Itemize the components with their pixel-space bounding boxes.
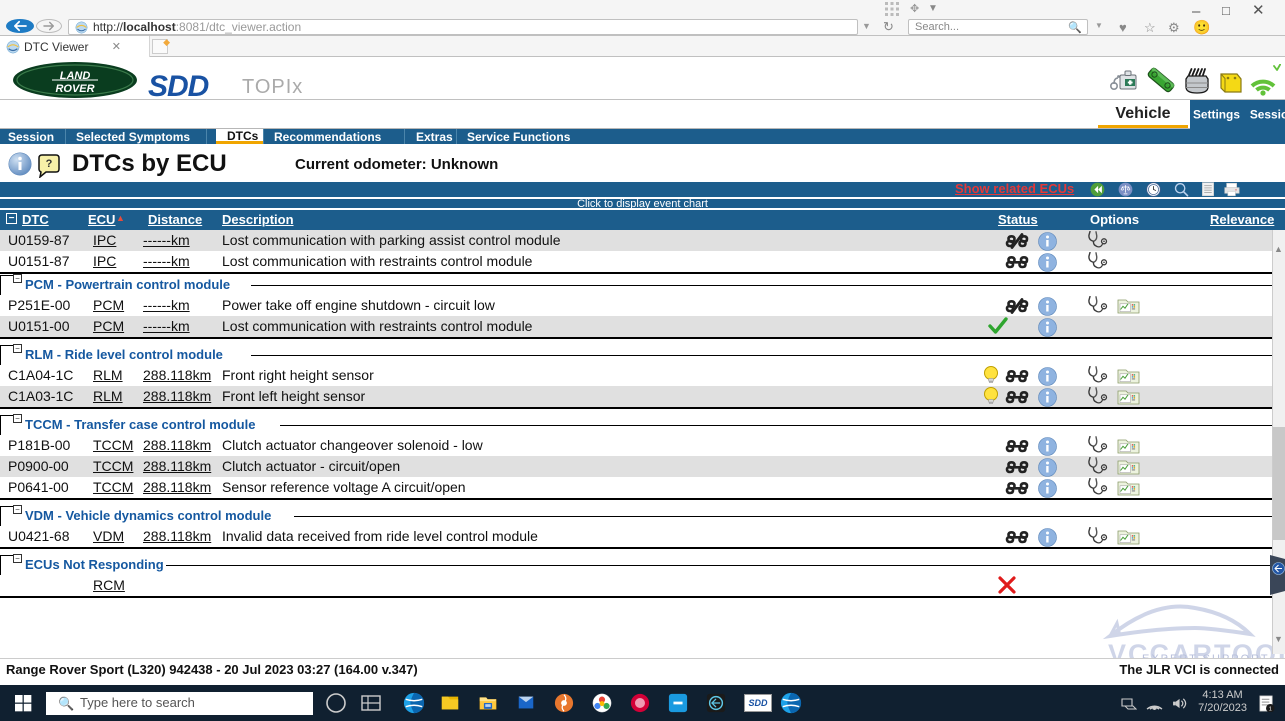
svg-text:ROVER: ROVER [55,83,94,95]
svg-text:1: 1 [1269,706,1272,712]
svg-text:?: ? [46,158,53,170]
